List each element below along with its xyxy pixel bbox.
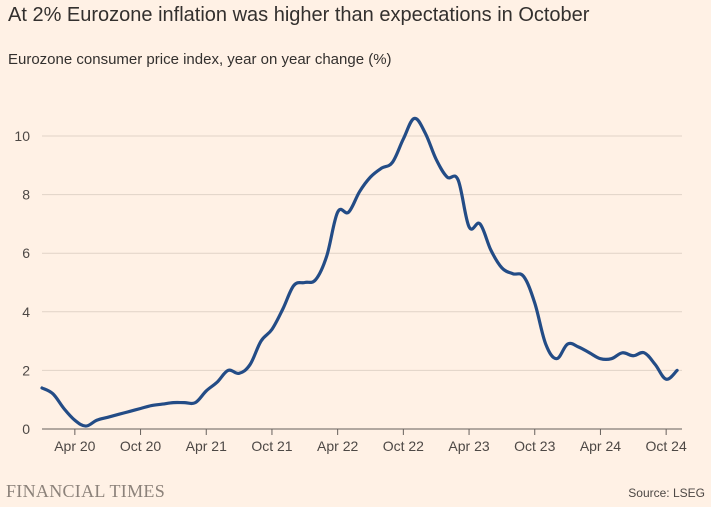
x-tick-label: Apr 24 <box>580 438 621 454</box>
x-tick-label: Oct 23 <box>514 438 555 454</box>
y-tick-label: 6 <box>22 245 30 261</box>
chart-title: At 2% Eurozone inflation was higher than… <box>8 4 590 26</box>
x-tick-label: Oct 21 <box>251 438 292 454</box>
y-axis-ticks: 0 2 4 6 8 10 <box>14 128 30 437</box>
x-tick-label: Apr 23 <box>448 438 489 454</box>
y-tick-label: 2 <box>22 362 30 378</box>
y-tick-label: 8 <box>22 187 30 203</box>
x-tick-label: Oct 20 <box>120 438 161 454</box>
grid-layer <box>42 135 682 371</box>
y-tick-label: 10 <box>14 128 30 144</box>
x-tick-label: Oct 24 <box>646 438 687 454</box>
line-chart: 0 2 4 6 8 10 Apr 20 Oct 20 Apr 21 Oct 21 Apr 22 Oc… <box>14 116 687 454</box>
x-tick-label: Apr 21 <box>186 438 227 454</box>
x-tick-label: Apr 22 <box>317 438 358 454</box>
series-line-eurozone-cpi <box>40 116 679 428</box>
source-note: Source: LSEG <box>628 486 705 500</box>
chart-subtitle: Eurozone consumer price index, year on y… <box>8 51 392 68</box>
x-axis-ticks: Apr 20 Oct 20 Apr 21 Oct 21 Apr 22 Oct 22 Apr … <box>54 429 687 454</box>
y-tick-label: 4 <box>22 304 30 320</box>
series-layer <box>40 116 679 428</box>
x-tick-label: Oct 22 <box>383 438 424 454</box>
x-tick-label: Apr 20 <box>54 438 95 454</box>
y-tick-label: 0 <box>22 421 30 437</box>
ft-logo-text: FINANCIAL TIMES <box>6 481 166 501</box>
